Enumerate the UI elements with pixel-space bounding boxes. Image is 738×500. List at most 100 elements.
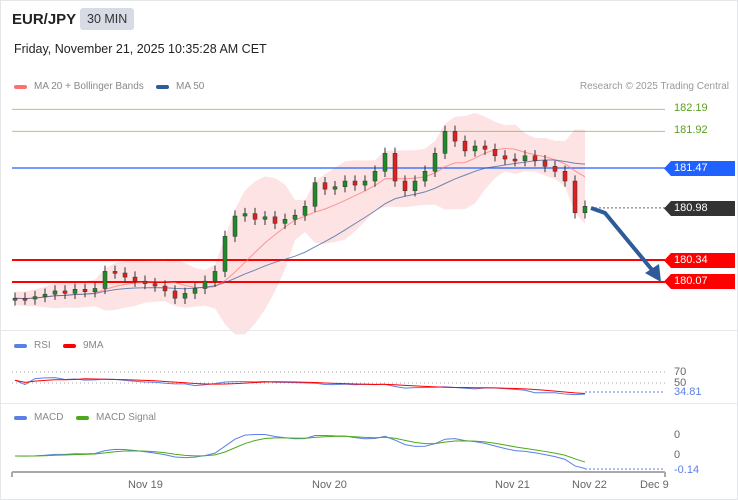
rsi-ma-line xyxy=(14,378,586,394)
macd-label: MACD xyxy=(34,412,64,423)
candle xyxy=(152,283,158,287)
macd-value: -0.14 xyxy=(674,464,700,476)
candle xyxy=(482,145,488,150)
candle xyxy=(232,215,238,237)
candle xyxy=(502,155,508,160)
candle xyxy=(92,288,98,292)
candle xyxy=(492,149,498,157)
support-1-tag: 180.34 xyxy=(664,253,735,268)
candle xyxy=(332,186,338,190)
legend-macd: MACD xyxy=(14,412,63,423)
datetime: Friday, November 21, 2025 10:35:28 AM CE… xyxy=(14,42,267,56)
x-tick-label: Nov 20 xyxy=(312,479,347,491)
forecast-arrowhead-icon xyxy=(645,264,661,282)
candle xyxy=(462,140,468,152)
legend-rsi: RSI xyxy=(14,340,51,351)
rsi-70-label: 70 xyxy=(674,366,687,378)
candle xyxy=(52,290,58,295)
macd-signal-swatch-icon xyxy=(76,415,89,420)
candle xyxy=(522,155,528,161)
pivot-tag: 181.47 xyxy=(664,161,735,176)
candle xyxy=(302,206,308,216)
ma20-line xyxy=(14,147,586,300)
candle xyxy=(212,271,218,282)
candle xyxy=(292,214,298,220)
candle xyxy=(222,236,228,272)
ma50-swatch-icon xyxy=(156,84,169,89)
macd-axis-label: 0 xyxy=(674,429,681,441)
candle xyxy=(312,182,318,207)
candle xyxy=(112,271,118,274)
candle xyxy=(562,171,568,182)
candle xyxy=(162,285,168,292)
candle xyxy=(412,180,418,192)
macd-line xyxy=(14,433,586,469)
candle xyxy=(382,153,388,172)
legend-ma50-label: MA 50 xyxy=(176,81,205,92)
candle xyxy=(182,293,188,299)
candle xyxy=(542,160,548,167)
divider xyxy=(1,330,737,331)
candle xyxy=(22,297,28,301)
legend-ma50: MA 50 xyxy=(156,81,204,92)
candle xyxy=(202,280,208,289)
candle xyxy=(132,276,138,282)
resistance-2-label: 182.19 xyxy=(674,102,708,114)
x-tick-label: Dec 9 xyxy=(640,479,669,491)
candle xyxy=(62,290,68,294)
candle xyxy=(372,171,378,182)
macd-axis-label: 0 xyxy=(674,449,681,461)
bollinger-band xyxy=(15,113,585,335)
forecast-arrow xyxy=(590,206,655,273)
divider xyxy=(1,403,737,404)
rsi-label: RSI xyxy=(34,340,51,351)
candle xyxy=(122,272,128,278)
candle xyxy=(82,289,88,292)
candle xyxy=(512,158,518,162)
legend-ma20-label: MA 20 + Bollinger Bands xyxy=(34,81,144,92)
candle xyxy=(432,153,438,172)
macd-signal-line xyxy=(14,435,586,463)
candle xyxy=(172,290,178,299)
candle xyxy=(102,271,108,289)
candle xyxy=(552,166,558,172)
macd-signal-label: MACD Signal xyxy=(96,412,157,423)
candle xyxy=(532,155,538,161)
candle xyxy=(252,213,258,220)
timeframe-button[interactable]: 30 MIN xyxy=(80,8,135,30)
candle xyxy=(192,288,198,294)
legend-ma20: MA 20 + Bollinger Bands xyxy=(14,81,144,92)
rsi-line xyxy=(14,377,586,396)
rsi-50-label: 50 xyxy=(674,377,687,386)
rsi-ma-swatch-icon xyxy=(63,343,76,348)
last-price-tag: 180.98 xyxy=(664,201,735,216)
candle xyxy=(342,180,348,187)
legend-rsi-ma: 9MA xyxy=(63,340,104,351)
macd-swatch-icon xyxy=(14,415,27,420)
candle xyxy=(32,296,38,300)
x-tick-label: Nov 22 xyxy=(572,479,607,491)
legend-macd-signal: MACD Signal xyxy=(76,412,156,423)
candle xyxy=(282,219,288,224)
candle xyxy=(12,297,18,301)
candle xyxy=(262,216,268,220)
candle xyxy=(242,213,248,217)
candle xyxy=(352,180,358,186)
x-tick-label: Nov 21 xyxy=(495,479,530,491)
candle xyxy=(402,180,408,192)
candle xyxy=(42,293,48,297)
candle xyxy=(582,206,588,214)
candle xyxy=(422,171,428,182)
candle xyxy=(142,280,148,284)
candle xyxy=(322,182,328,190)
pair-title: EUR/JPY xyxy=(12,11,77,28)
rsi-ma-label: 9MA xyxy=(83,340,104,351)
candle xyxy=(452,131,458,142)
copyright: Research © 2025 Trading Central xyxy=(579,81,729,92)
rsi-swatch-icon xyxy=(14,343,27,348)
x-tick-label: Nov 19 xyxy=(128,479,163,491)
candle xyxy=(362,180,368,186)
candle xyxy=(442,131,448,154)
